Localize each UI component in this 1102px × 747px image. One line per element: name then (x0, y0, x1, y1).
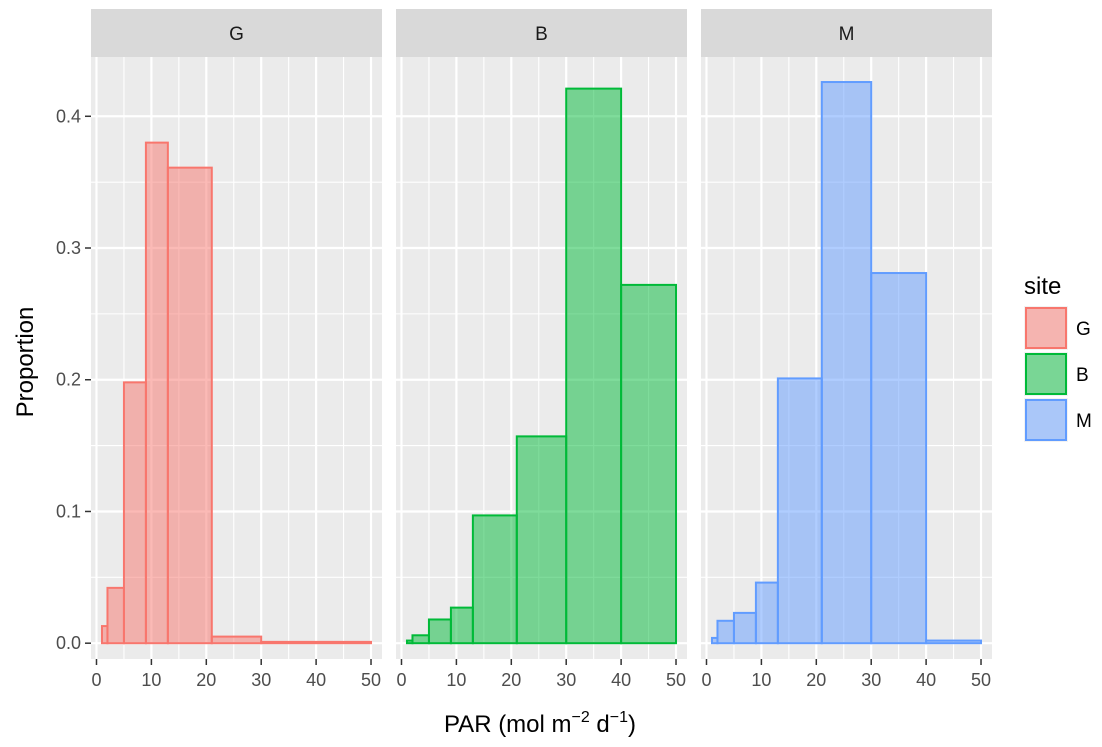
x-tick-label: 0 (701, 670, 711, 690)
histogram-bar (166, 166, 213, 645)
x-axes: 0 10 20 30 40 50 0 10 20 30 40 50 0 10 20 30 40 50 (91, 659, 991, 690)
y-axis-title: Proportion (12, 307, 39, 418)
x-tick-label: 40 (916, 670, 936, 690)
legend-label-m: M (1076, 411, 1092, 432)
x-tick-label: 30 (556, 670, 576, 690)
x-axis-b: 0 10 20 30 40 50 (396, 659, 686, 690)
histogram-bar (732, 611, 757, 645)
x-axis-title: PAR (mol m−2 d−1) (444, 709, 636, 738)
legend: site G B M (1024, 273, 1092, 442)
x-tick-label: 10 (751, 670, 771, 690)
histogram-bar (776, 377, 823, 645)
facet-strip (701, 9, 992, 57)
histogram-bar (210, 635, 263, 645)
legend-key-m (1025, 399, 1067, 441)
x-tick-label: 30 (861, 670, 881, 690)
legend-label-b: B (1076, 365, 1089, 386)
x-tick-label: 50 (666, 670, 686, 690)
histogram-bar (565, 87, 623, 645)
facet-panel-m: M (701, 9, 992, 659)
histogram-bar (471, 514, 518, 645)
x-tick-label: 20 (196, 670, 216, 690)
histogram-bar (122, 381, 147, 645)
x-tick-label: 30 (251, 670, 271, 690)
facet-strip (396, 9, 687, 57)
x-tick-label: 0 (91, 670, 101, 690)
facet-panel-g: G (91, 9, 382, 659)
legend-title: site (1024, 273, 1061, 300)
histogram-bar (716, 619, 735, 645)
histogram-bar (820, 81, 873, 645)
x-tick-label: 10 (141, 670, 161, 690)
histogram-bar (427, 618, 452, 645)
histogram-bar (106, 586, 125, 645)
legend-key-g (1025, 307, 1067, 349)
y-axis: 0.0 0.1 0.2 0.3 0.4 (56, 106, 91, 653)
y-tick-label: 0.2 (56, 370, 81, 390)
y-tick-label: 0.3 (56, 238, 81, 258)
histogram-bar (515, 435, 568, 645)
facet-strip-label: G (229, 24, 244, 45)
x-tick-label: 20 (806, 670, 826, 690)
facet-strip-label: B (535, 24, 548, 45)
x-tick-label: 40 (611, 670, 631, 690)
histogram-bar (870, 272, 928, 645)
histogram-bar (144, 141, 169, 645)
x-axis-g: 0 10 20 30 40 50 (91, 659, 381, 690)
histogram-bar (925, 639, 983, 645)
histogram-bar (449, 606, 474, 645)
histogram-bar (411, 634, 430, 645)
x-axis-m: 0 10 20 30 40 50 (701, 659, 991, 690)
x-tick-label: 10 (446, 670, 466, 690)
histogram-bar (260, 640, 373, 645)
y-tick-label: 0.1 (56, 501, 81, 521)
histogram-bar (754, 581, 779, 645)
y-tick-label: 0.0 (56, 633, 81, 653)
x-tick-label: 20 (501, 670, 521, 690)
x-tick-label: 40 (306, 670, 326, 690)
facet-panel-b: B (396, 9, 687, 659)
y-tick-label: 0.4 (56, 106, 81, 126)
histogram-bar (620, 283, 678, 645)
x-tick-label: 50 (361, 670, 381, 690)
x-tick-label: 0 (396, 670, 406, 690)
facet-strip (91, 9, 382, 57)
x-tick-label: 50 (971, 670, 991, 690)
legend-label-g: G (1076, 319, 1091, 340)
facet-strip-label: M (839, 24, 855, 45)
legend-key-b (1025, 353, 1067, 395)
